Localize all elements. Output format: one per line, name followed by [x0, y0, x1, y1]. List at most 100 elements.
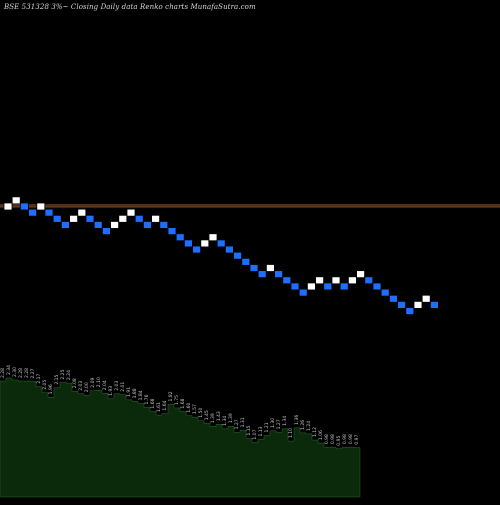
- volume-label: 0.95: [336, 436, 342, 446]
- volume-label: 1.68: [150, 398, 156, 408]
- volume-label: 1.36: [294, 415, 300, 425]
- volume-label: 1.27: [234, 419, 240, 429]
- renko-brick-down: [339, 282, 349, 291]
- renko-brick-down: [159, 221, 169, 229]
- volume-label: 1.34: [282, 416, 288, 426]
- renko-brick-up: [77, 208, 87, 217]
- renko-brick-down: [388, 294, 398, 303]
- renko-brick-up: [11, 196, 21, 205]
- renko-brick-up: [126, 208, 136, 217]
- renko-brick-up: [356, 270, 366, 279]
- volume-label: 1.96: [48, 384, 54, 394]
- renko-brick-up: [306, 282, 316, 291]
- volume-label: 1.06: [318, 430, 324, 440]
- renko-brick-down: [323, 282, 333, 291]
- renko-brick-up: [347, 276, 357, 285]
- renko-brick-down: [405, 307, 415, 315]
- renko-brick-down: [142, 221, 152, 229]
- volume-label: 1.68: [180, 398, 186, 408]
- renko-brick-up: [3, 202, 13, 211]
- volume-label: 1.15: [246, 425, 252, 435]
- renko-brick-up: [265, 264, 275, 272]
- volume-label: 2.10: [96, 377, 102, 387]
- renko-brick-down: [397, 300, 407, 309]
- volume-label: 2.25: [60, 369, 66, 379]
- renko-brick-down: [224, 245, 234, 254]
- renko-brick-down: [274, 270, 284, 279]
- volume-label: 1.34: [222, 416, 228, 426]
- volume-label: 1.39: [228, 413, 234, 423]
- volume-label: 1.24: [306, 421, 312, 431]
- chart-title: BSE 531328 3%~ Closing Daily data Renko …: [4, 3, 256, 11]
- volume-label: 2.03: [114, 381, 120, 391]
- renko-brick-down: [134, 214, 144, 223]
- renko-brick-down: [372, 282, 382, 291]
- volume-label: 0.98: [348, 434, 354, 444]
- volume-label: 2.28: [24, 368, 30, 378]
- volume-label: 2.09: [90, 378, 96, 388]
- volume-label: 2.00: [84, 382, 90, 392]
- volume-label: 1.88: [132, 388, 138, 398]
- volume-label: 1.31: [240, 417, 246, 427]
- volume-label: 1.82: [168, 391, 174, 401]
- renko-brick-down: [44, 208, 54, 217]
- renko-brick-down: [175, 233, 185, 242]
- renko-brick-down: [290, 282, 300, 291]
- renko-brick-down: [429, 300, 439, 309]
- volume-labels: 2.28 2.34 2.30 2.28 2.28 2.272.172.05 1.962.15…: [0, 365, 360, 446]
- renko-brick-up: [118, 214, 128, 223]
- volume-label: 0.97: [354, 435, 360, 445]
- renko-brick-down: [85, 214, 95, 223]
- volume-label: 1.26: [300, 420, 306, 430]
- renko-brick-down: [167, 227, 177, 236]
- volume-label: 0.98: [330, 434, 336, 444]
- volume-label: 1.07: [252, 429, 258, 439]
- volume-label: 1.57: [192, 404, 198, 414]
- volume-label: 1.50: [198, 408, 204, 418]
- volume-area: [0, 377, 361, 498]
- volume-label: 1.45: [204, 410, 210, 420]
- renko-brick-up: [69, 214, 78, 223]
- volume-label: 2.30: [12, 367, 18, 377]
- volume-label: 2.28: [0, 368, 6, 378]
- volume-label: 1.21: [264, 422, 270, 432]
- volume-label: 1.39: [210, 413, 216, 423]
- renko-brick-down: [298, 288, 308, 297]
- renko-brick-down: [102, 227, 111, 236]
- renko-brick-down: [241, 257, 251, 266]
- renko-brick-down: [380, 288, 390, 297]
- renko-brick-down: [257, 270, 267, 279]
- volume-label: 2.34: [6, 365, 12, 375]
- volume-label: 2.01: [120, 382, 126, 392]
- volume-label: 1.64: [162, 400, 168, 410]
- volume-label: 1.10: [288, 428, 294, 438]
- volume-label: 1.43: [216, 411, 222, 421]
- renko-brick-down: [183, 239, 193, 248]
- renko-brick-up: [315, 276, 325, 285]
- volume-label: 2.03: [78, 381, 84, 391]
- renko-brick-up: [413, 300, 423, 309]
- volume-label: 1.61: [156, 402, 162, 412]
- volume-label: 2.04: [102, 380, 108, 390]
- renko-brick-up: [421, 294, 431, 303]
- volume-label: 2.15: [54, 375, 60, 385]
- volume-label: 1.84: [138, 390, 144, 400]
- volume-label: 1.76: [144, 394, 150, 404]
- volume-label: 1.91: [126, 387, 132, 397]
- renko-brick-down: [28, 208, 38, 217]
- volume-label: 1.27: [276, 419, 282, 429]
- renko-brick-down: [364, 276, 374, 285]
- renko-brick-up: [110, 221, 119, 229]
- renko-brick-down: [61, 221, 70, 229]
- renko-brick-down: [52, 214, 62, 223]
- volume-label: 1.75: [174, 395, 180, 405]
- volume-label: 1.12: [312, 427, 318, 437]
- renko-brick-up: [208, 233, 218, 242]
- renko-brick-down: [192, 245, 202, 254]
- renko-brick-up: [151, 214, 161, 223]
- volume-label: 2.28: [18, 368, 24, 378]
- renko-brick-down: [216, 239, 226, 248]
- renko-brick-up: [36, 202, 46, 211]
